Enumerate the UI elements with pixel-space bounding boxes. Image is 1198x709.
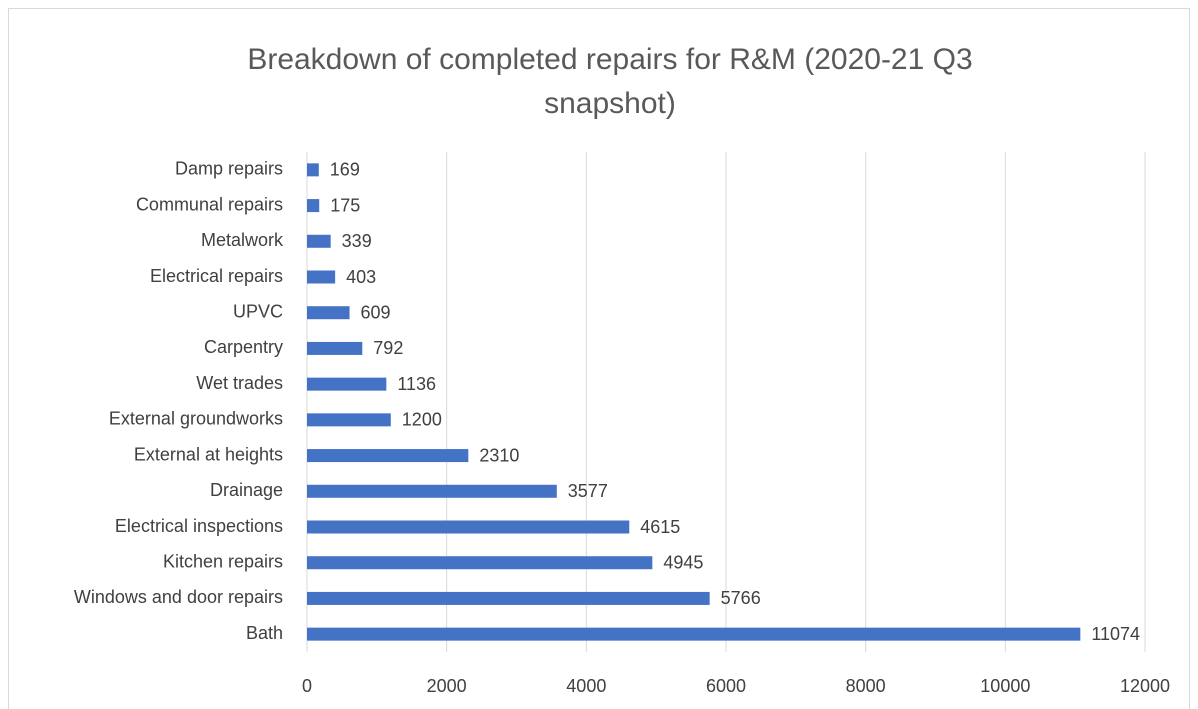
chart-title: Breakdown of completed repairs for R&M (… bbox=[247, 43, 973, 120]
y-tick-label: Damp repairs bbox=[175, 159, 283, 179]
y-tick-label: Metalwork bbox=[201, 230, 284, 250]
data-label: 2310 bbox=[479, 445, 519, 465]
bar bbox=[307, 234, 331, 248]
data-label: 4945 bbox=[663, 552, 703, 572]
bar bbox=[307, 341, 363, 355]
x-tick-label: 12000 bbox=[1120, 676, 1170, 696]
y-tick-label: UPVC bbox=[233, 301, 283, 321]
bar bbox=[307, 306, 350, 320]
bar bbox=[307, 270, 336, 284]
data-label: 403 bbox=[346, 267, 376, 287]
data-label: 11074 bbox=[1091, 624, 1140, 644]
y-tick-label: Drainage bbox=[210, 480, 283, 500]
y-tick-label: Kitchen repairs bbox=[163, 551, 283, 571]
bar bbox=[307, 449, 469, 463]
y-tick-label: Windows and door repairs bbox=[74, 587, 283, 607]
data-label: 339 bbox=[342, 231, 372, 251]
data-label: 609 bbox=[361, 302, 391, 322]
data-label: 5766 bbox=[721, 588, 761, 608]
bar bbox=[307, 413, 391, 427]
y-tick-label: Wet trades bbox=[196, 373, 283, 393]
bar bbox=[307, 556, 653, 570]
data-label: 3577 bbox=[568, 481, 608, 501]
bar bbox=[307, 199, 320, 213]
data-label: 169 bbox=[330, 160, 360, 180]
x-tick-label: 6000 bbox=[706, 676, 746, 696]
y-tick-label: External at heights bbox=[134, 444, 283, 464]
bar bbox=[307, 484, 557, 498]
y-tick-label: Electrical repairs bbox=[150, 266, 283, 286]
bar bbox=[307, 163, 319, 177]
y-tick-label: Communal repairs bbox=[136, 194, 283, 214]
bar bbox=[307, 627, 1081, 641]
x-tick-label: 2000 bbox=[427, 676, 467, 696]
x-tick-label: 0 bbox=[302, 676, 312, 696]
bar bbox=[307, 520, 630, 534]
data-label: 792 bbox=[373, 338, 403, 358]
data-label: 1136 bbox=[397, 374, 436, 394]
data-label: 175 bbox=[330, 195, 360, 215]
bar bbox=[307, 591, 710, 605]
y-tick-label: Carpentry bbox=[204, 337, 283, 357]
chart-border bbox=[8, 8, 1190, 709]
y-tick-label: Electrical inspections bbox=[115, 516, 283, 536]
y-tick-label: Bath bbox=[246, 623, 283, 643]
data-label: 4615 bbox=[640, 517, 680, 537]
x-tick-label: 4000 bbox=[566, 676, 606, 696]
y-tick-label: External groundworks bbox=[109, 409, 283, 429]
bar bbox=[307, 377, 387, 391]
x-tick-label: 8000 bbox=[846, 676, 886, 696]
data-label: 1200 bbox=[402, 410, 442, 430]
x-tick-label: 10000 bbox=[980, 676, 1030, 696]
